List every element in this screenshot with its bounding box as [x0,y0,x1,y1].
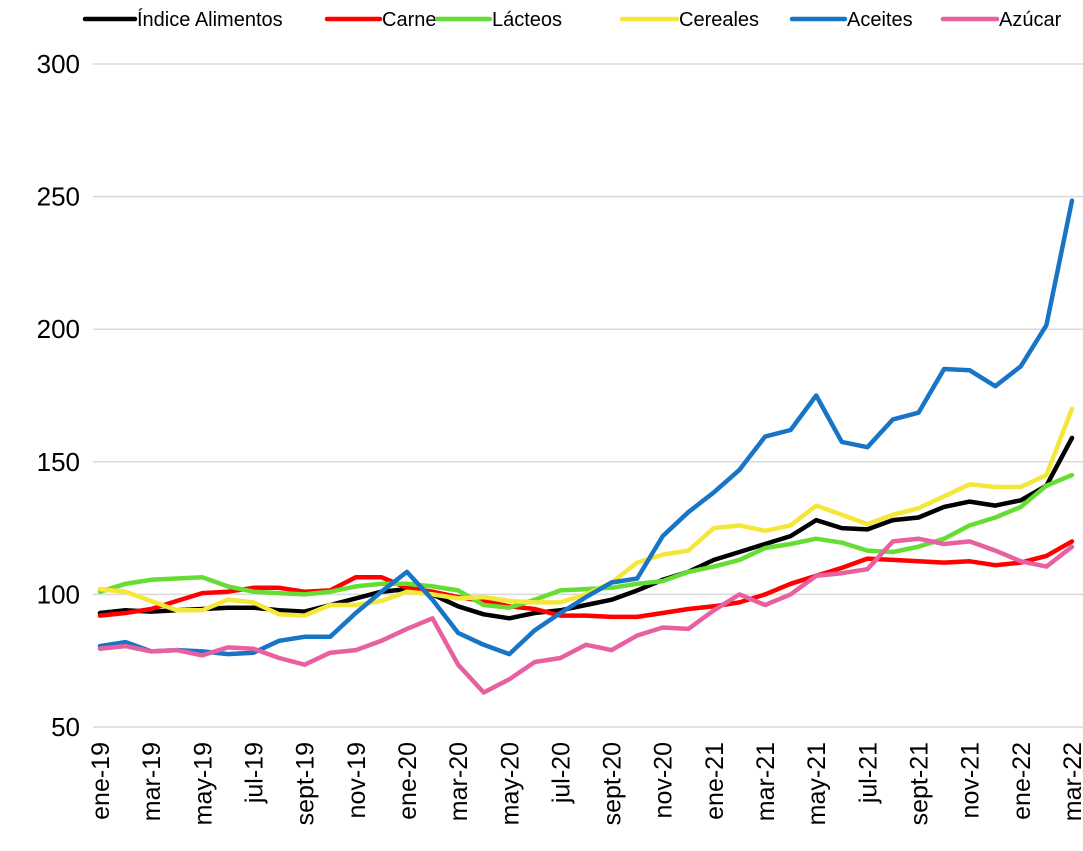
y-tick-label: 250 [37,182,80,212]
x-tick-label: mar-20 [445,742,473,821]
x-tick-label: ene-21 [701,742,729,820]
legend-label: Azúcar [999,9,1062,31]
y-tick-label: 300 [37,49,80,79]
legend-label: Índice Alimentos [137,8,283,31]
x-tick-label: may-19 [189,742,217,825]
x-tick-label: ene-19 [87,742,115,820]
series-line [97,472,1075,610]
legend-label: Carne [382,9,436,31]
x-tick-label: nov-19 [343,742,371,818]
y-tick-label: 50 [51,712,80,742]
x-tick-label: nov-21 [957,742,985,818]
x-tick-label: mar-19 [138,742,166,821]
series-line [97,406,1075,618]
series-line [97,539,1075,620]
y-tick-label: 150 [37,447,80,477]
x-tick-label: mar-22 [1059,742,1083,821]
x-tick-label: jul-20 [547,742,575,804]
x-tick-label: nov-20 [650,742,678,818]
x-tick-label: may-20 [496,742,524,825]
x-tick-label: sept-20 [599,742,627,825]
x-tick-label: ene-20 [394,742,422,820]
x-tick-label: jul-19 [240,742,268,804]
x-tick-label: jul-21 [854,742,882,804]
x-tick-label: may-21 [803,742,831,825]
x-tick-label: sept-19 [292,742,320,825]
y-tick-label: 200 [37,314,80,344]
legend-label: Lácteos [492,9,562,31]
y-tick-label: 100 [37,579,80,609]
legend-label: Cereales [679,9,759,31]
x-tick-label: mar-21 [752,742,780,821]
legend-label: Aceites [847,9,913,31]
series-line [97,536,1075,695]
series-line [97,198,1075,657]
x-tick-label: ene-22 [1008,742,1036,820]
x-tick-label: sept-21 [906,742,934,825]
